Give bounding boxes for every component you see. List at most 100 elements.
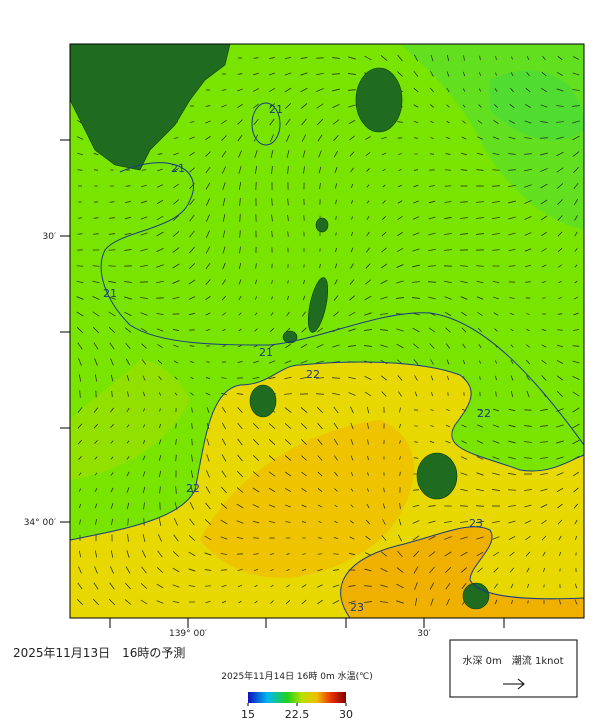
current-arrow [206,214,210,222]
current-arrow [396,567,404,573]
contours [70,102,584,618]
current-arrow [477,312,483,316]
current-arrow [429,566,435,574]
current-arrow [255,263,257,269]
current-arrow [236,537,244,539]
current-arrow [364,376,372,380]
current-arrow [286,134,290,142]
current-arrow [572,120,580,124]
current-arrow [540,104,548,108]
current-arrow [301,439,307,445]
current-arrow [413,550,419,558]
current-arrow [479,55,481,61]
current-arrow [172,199,180,205]
current-arrow [94,358,98,366]
current-arrow [158,375,162,381]
current-arrow [301,488,307,492]
current-arrow [446,120,450,124]
current-arrow [237,119,243,125]
current-arrow [206,470,210,478]
current-arrow [158,534,162,542]
current-arrow [446,71,450,77]
current-arrow [382,519,386,525]
current-arrow [366,200,370,204]
current-arrow [573,182,579,190]
lon-label: 139° 00′ [169,629,207,639]
current-arrow [140,200,148,204]
current-arrow [477,120,483,124]
current-arrow [461,152,467,156]
current-arrow [510,344,514,348]
current-arrow [382,184,386,188]
current-arrow [575,536,577,540]
current-arrow [430,359,434,365]
current-arrow [175,486,177,494]
current-arrow [221,600,227,604]
current-field [76,54,580,606]
current-arrow [476,551,484,557]
current-arrow [477,327,483,333]
current-arrow [411,297,421,299]
current-arrow [524,200,532,204]
current-arrow [479,376,481,380]
current-arrow [462,71,466,77]
current-arrow [333,150,339,158]
current-arrow [285,343,291,349]
current-arrow [156,567,164,573]
current-arrow [460,551,468,557]
current-arrow [252,471,260,477]
current-arrow [428,216,436,220]
current-arrow [524,184,532,188]
current-arrow [396,600,404,604]
current-arrow [493,567,499,573]
current-arrow [253,360,259,364]
current-arrow [78,472,82,476]
current-arrow [366,231,370,237]
current-arrow [447,375,449,381]
current-arrow [495,72,497,76]
current-arrow [140,312,148,316]
current-arrow [316,327,324,333]
current-arrow [125,185,131,187]
current-arrow [300,72,308,76]
current-arrow [527,600,529,604]
current-arrow [366,503,370,509]
current-arrow [317,504,323,508]
current-arrow [541,519,547,525]
current-arrow [428,505,436,507]
current-arrow [94,550,98,558]
current-arrow [255,279,257,285]
current-arrow [350,263,354,269]
current-arrow [190,470,194,478]
current-arrow [253,118,259,126]
current-arrow [284,87,292,93]
current-arrow [365,535,371,541]
current-arrow [349,135,355,141]
arrow-head [517,678,525,690]
current-arrow [556,472,564,476]
current-arrow [175,423,177,429]
current-arrow [364,312,372,316]
current-arrow [334,263,338,269]
current-arrow [110,503,114,509]
current-arrow [252,487,260,493]
current-arrow [316,72,324,76]
current-arrow [382,200,386,204]
current-arrow [478,344,482,348]
current-arrow [173,360,179,364]
current-arrow [526,390,530,398]
current-arrow [476,265,484,267]
current-arrow [334,471,338,477]
current-arrow [158,518,162,526]
current-arrow [492,249,500,251]
current-arrow [236,393,244,395]
current-arrow [238,166,242,174]
current-arrow [125,201,131,203]
current-arrow [93,407,99,413]
current-arrow [284,423,292,429]
current-arrow [173,137,179,139]
current-arrow [301,521,307,523]
current-arrow [351,200,353,204]
current-arrow [460,265,468,267]
current-arrow [334,279,338,285]
